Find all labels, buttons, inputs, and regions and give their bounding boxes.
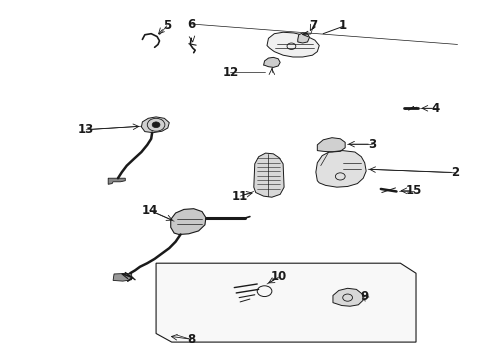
Text: 2: 2 — [451, 166, 459, 179]
Polygon shape — [318, 138, 345, 152]
Text: 1: 1 — [339, 19, 347, 32]
Polygon shape — [333, 288, 363, 306]
Polygon shape — [298, 33, 310, 43]
Polygon shape — [264, 57, 280, 67]
Text: 10: 10 — [271, 270, 287, 283]
Polygon shape — [171, 209, 206, 234]
Polygon shape — [254, 153, 284, 197]
Text: 4: 4 — [431, 102, 440, 115]
Text: 9: 9 — [361, 290, 369, 303]
Text: 15: 15 — [405, 184, 422, 197]
Polygon shape — [316, 150, 366, 187]
Text: 13: 13 — [78, 123, 95, 136]
Polygon shape — [108, 178, 125, 184]
Text: 5: 5 — [163, 19, 171, 32]
Circle shape — [152, 122, 160, 128]
Text: 6: 6 — [187, 18, 196, 31]
Text: 12: 12 — [222, 66, 239, 79]
Text: 14: 14 — [142, 204, 158, 217]
Text: 7: 7 — [309, 19, 318, 32]
Polygon shape — [156, 263, 416, 342]
Polygon shape — [113, 273, 132, 281]
Text: 11: 11 — [232, 190, 248, 203]
Polygon shape — [267, 32, 319, 57]
Text: 8: 8 — [187, 333, 196, 346]
Polygon shape — [142, 117, 169, 133]
Text: 3: 3 — [368, 138, 376, 150]
